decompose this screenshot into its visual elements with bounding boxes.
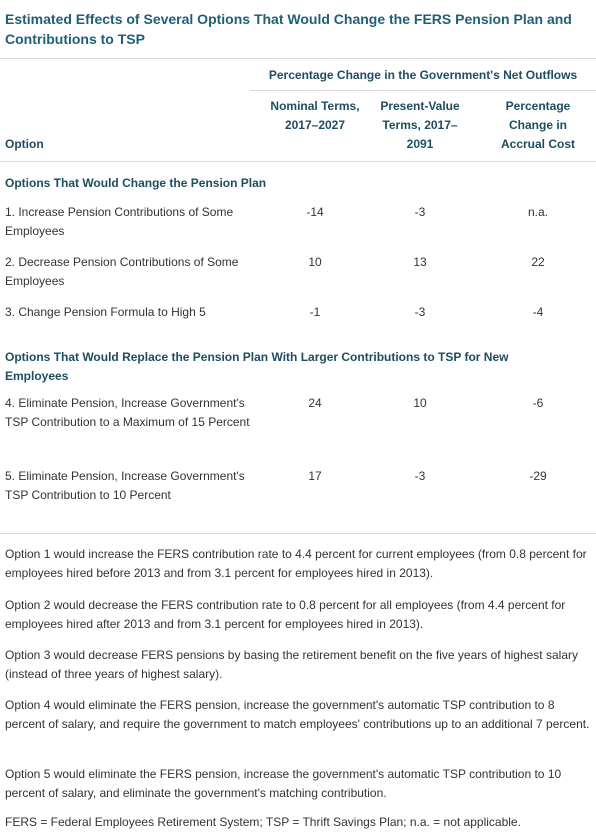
column-header: Nominal Terms, 2017–2027 <box>270 99 360 132</box>
value-cell: 24 <box>308 396 322 410</box>
option-label: 3. Change Pension Formula to High 5 <box>5 305 206 319</box>
note: Option 2 would decrease the FERS contrib… <box>5 598 566 631</box>
section-heading: Options That Would Replace the Pension P… <box>5 350 509 383</box>
value-cell: -14 <box>306 205 324 219</box>
column-header: Present-Value Terms, 2017–2091 <box>380 99 460 151</box>
footnote: FERS = Federal Employees Retirement Syst… <box>5 815 521 829</box>
divider <box>0 161 596 162</box>
value-cell: -4 <box>532 305 544 319</box>
value-cell: -3 <box>414 469 426 483</box>
note: Option 1 would increase the FERS contrib… <box>5 547 587 580</box>
divider <box>250 90 596 91</box>
value-cell: n.a. <box>527 205 548 219</box>
value-cell: 13 <box>413 255 427 269</box>
option-label: 1. Increase Pension Contributions of Som… <box>5 205 234 238</box>
divider <box>0 533 596 534</box>
spanning-header: Percentage Change in the Government's Ne… <box>268 68 578 82</box>
option-label: 5. Eliminate Pension, Increase Governmen… <box>5 469 245 502</box>
value-cell: 17 <box>308 469 322 483</box>
note: Option 4 would eliminate the FERS pensio… <box>5 698 590 731</box>
note: Option 3 would decrease FERS pensions by… <box>5 648 578 681</box>
title: Estimated Effects of Several Options Tha… <box>5 11 572 47</box>
value-cell: -1 <box>309 305 321 319</box>
column-header: Percentage Change in Accrual Cost <box>500 99 576 151</box>
value-cell: 10 <box>308 255 322 269</box>
value-cell: -3 <box>414 205 426 219</box>
section-heading: Options That Would Change the Pension Pl… <box>5 176 267 190</box>
option-label: 4. Eliminate Pension, Increase Governmen… <box>5 396 250 429</box>
value-cell: -29 <box>529 469 547 483</box>
divider <box>0 58 596 59</box>
option-label: 2. Decrease Pension Contributions of Som… <box>5 255 239 288</box>
value-cell: -3 <box>414 305 426 319</box>
column-header: Option <box>5 137 44 151</box>
value-cell: 10 <box>413 396 427 410</box>
note: Option 5 would eliminate the FERS pensio… <box>5 767 562 800</box>
value-cell: 22 <box>531 255 545 269</box>
value-cell: -6 <box>532 396 544 410</box>
